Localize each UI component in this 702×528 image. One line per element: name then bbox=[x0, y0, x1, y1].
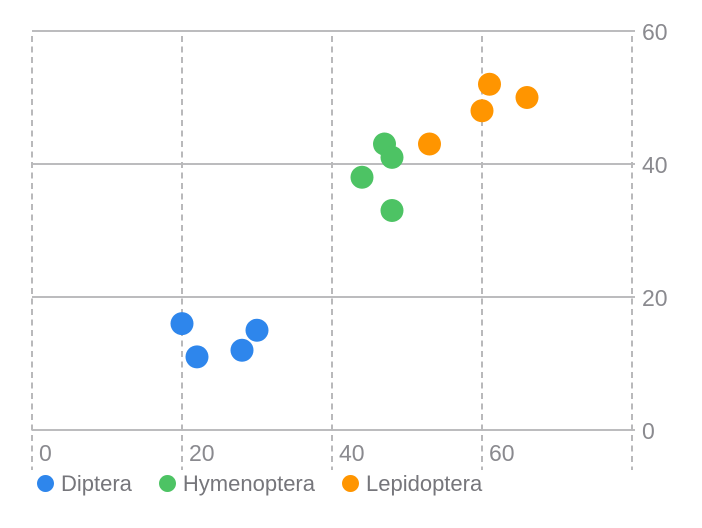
legend-item-hymenoptera[interactable]: Hymenoptera bbox=[158, 470, 315, 497]
legend-swatch-icon bbox=[158, 475, 176, 492]
data-point-diptera bbox=[170, 312, 194, 336]
x-tick-label: 60 bbox=[489, 440, 515, 466]
y-tick-label: 40 bbox=[642, 152, 668, 178]
legend: Diptera Hymenoptera Lepidoptera bbox=[37, 470, 482, 497]
data-point-hymenoptera bbox=[380, 199, 404, 223]
legend-swatch-icon bbox=[342, 475, 359, 492]
data-point-lepidoptera bbox=[470, 99, 494, 123]
legend-item-diptera[interactable]: Diptera bbox=[37, 471, 132, 497]
data-point-diptera bbox=[185, 345, 209, 369]
data-point-hymenoptera bbox=[350, 165, 374, 189]
data-point-lepidoptera bbox=[515, 86, 539, 109]
x-tick-label: 20 bbox=[189, 440, 215, 466]
y-tick-label: 0 bbox=[642, 418, 655, 444]
data-point-diptera bbox=[245, 318, 269, 342]
x-tick-label: 0 bbox=[39, 440, 52, 466]
data-point-lepidoptera bbox=[478, 72, 501, 96]
y-tick-label: 20 bbox=[642, 285, 668, 311]
x-tick-label: 40 bbox=[339, 440, 365, 466]
legend-swatch-icon bbox=[37, 475, 54, 492]
data-point-lepidoptera bbox=[418, 132, 441, 156]
legend-item-lepidoptera[interactable]: Lepidoptera bbox=[342, 471, 482, 497]
y-tick-label: 60 bbox=[642, 19, 668, 45]
legend-label: Hymenoptera bbox=[182, 470, 315, 496]
legend-label: Diptera bbox=[61, 470, 132, 496]
data-point-hymenoptera bbox=[380, 145, 404, 169]
data-point-diptera bbox=[230, 338, 254, 362]
legend-label: Lepidoptera bbox=[366, 470, 483, 496]
